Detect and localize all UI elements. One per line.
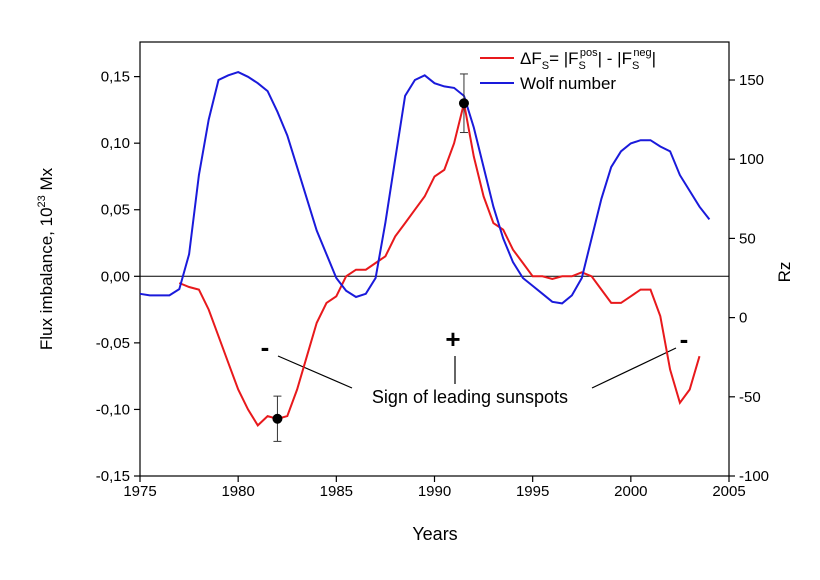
y-label-sup: 23: [36, 195, 48, 207]
y-label-part: Mx: [37, 167, 56, 195]
y-tick-label: -0,15: [96, 468, 130, 485]
legend-label-part: |: [652, 49, 656, 68]
x-tick-label: 2005: [712, 483, 745, 500]
annotation: Sign of leading sunspots: [372, 387, 568, 407]
legend-label: ΔFS= |FSpos| - |FSneg|: [520, 47, 656, 72]
x-tick-label: 1990: [418, 483, 451, 500]
series-line: [178, 102, 701, 427]
y-tick-label: 0,15: [101, 69, 130, 86]
legend-label-part: ΔF: [520, 49, 542, 68]
error-point: [458, 98, 469, 109]
error-point: [272, 413, 283, 424]
y-axis-label: Flux imbalance, 1023 Mx: [36, 167, 56, 350]
x-axis-label: Years: [412, 524, 457, 544]
y-label-part: Flux imbalance, 10: [37, 207, 56, 350]
annotation-leader: [277, 355, 353, 389]
y-tick-label: -0,05: [96, 335, 130, 352]
x-tick-label: 1975: [123, 483, 156, 500]
y2-tick-label: 100: [739, 151, 764, 168]
legend-label-part: | - |F: [598, 49, 632, 68]
annotation: +: [445, 324, 460, 354]
y-tick-label: 0,05: [101, 202, 130, 219]
plot-frame: [139, 41, 730, 477]
y2-tick-label: 150: [739, 72, 764, 89]
legend-label-part: neg: [633, 47, 651, 59]
y2-tick-label: 0: [739, 310, 747, 327]
y2-tick-label: -50: [739, 389, 761, 406]
x-tick-label: 1985: [320, 483, 353, 500]
legend-label-part: S: [542, 60, 549, 72]
annotation: -: [261, 332, 270, 362]
y2-tick-label: 50: [739, 230, 756, 247]
x-tick-label: 2000: [614, 483, 647, 500]
y2-axis-label: Rz: [775, 262, 794, 283]
series-line: [139, 71, 711, 305]
annotation-leader: [591, 347, 677, 389]
legend-label-part: = |F: [549, 49, 578, 68]
x-tick-label: 1995: [516, 483, 549, 500]
x-tick-label: 1980: [221, 483, 254, 500]
y-tick-label: 0,00: [101, 268, 130, 285]
y-tick-label: 0,10: [101, 135, 130, 152]
y2-tick-label: -100: [739, 468, 769, 485]
annotation: -: [680, 324, 689, 354]
legend-label-part: pos: [580, 47, 598, 59]
y-tick-label: -0,10: [96, 401, 130, 418]
legend-label-part: S: [579, 60, 586, 72]
legend-label: Wolf number: [520, 74, 616, 93]
legend-label-part: S: [632, 60, 639, 72]
